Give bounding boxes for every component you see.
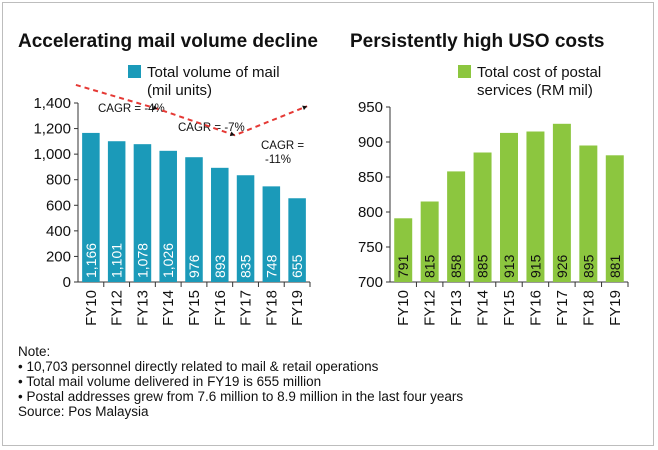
uso-bar (526, 131, 545, 282)
uso-value-label: 858 (448, 254, 464, 278)
mail-bar (159, 150, 177, 282)
mail-xtick-label: FY17 (238, 290, 255, 326)
mail-ytick-label: 1,000 (33, 146, 71, 163)
mail-value-label: 835 (238, 254, 254, 278)
mail-volume-plot: 0 200 400 600 800 1,000 1,200 1,400 FY10 1,166 FY1… (33, 83, 311, 326)
mail-bar (262, 186, 281, 282)
uso-ytick-label: 700 (358, 274, 383, 291)
cagr-label-3: CAGR = (261, 140, 304, 152)
mail-xtick-label: FY13 (134, 290, 151, 326)
uso-bar (500, 132, 518, 282)
uso-xtick-label: FY16 (527, 290, 544, 326)
mail-bar (82, 132, 100, 282)
uso-xtick-label: FY13 (448, 290, 465, 326)
cagr-arrow-2 (229, 131, 235, 137)
uso-xtick-label: FY14 (475, 290, 492, 326)
chart-title-mail-volume: Accelerating mail volume decline (18, 31, 318, 52)
mail-xtick-label: FY12 (109, 290, 126, 326)
mail-xtick-label: FY19 (289, 290, 306, 326)
mail-value-label: 893 (212, 254, 228, 278)
uso-value-label: 881 (607, 254, 623, 278)
notes-source: Source: Pos Malaysia (18, 404, 149, 419)
notes-block: Note: • 10,703 personnel directly relate… (18, 344, 463, 419)
uso-value-label: 791 (395, 254, 411, 278)
uso-bar (473, 152, 492, 282)
uso-ytick-label: 750 (358, 239, 383, 256)
uso-bar (420, 201, 439, 282)
notes-heading: Note: (18, 344, 51, 359)
mail-bar (107, 141, 126, 282)
uso-bar (579, 145, 598, 282)
mail-bar (211, 167, 229, 282)
mail-ytick-label: 0 (63, 274, 71, 291)
uso-ytick-label: 850 (358, 169, 383, 186)
mail-value-label: 748 (263, 254, 279, 278)
mail-ytick-label: 800 (46, 172, 71, 189)
legend-swatch-mail (128, 65, 141, 78)
mail-value-label: 1,166 (83, 243, 99, 278)
uso-value-label: 885 (475, 254, 491, 278)
figure-frame (2, 2, 654, 446)
notes-bullet-3: • Postal addresses grew from 7.6 million… (18, 389, 464, 404)
mail-value-label: 655 (289, 254, 305, 278)
uso-value-label: 915 (527, 254, 543, 278)
mail-bar (133, 144, 152, 282)
uso-xtick-label: FY18 (580, 290, 597, 326)
uso-value-label: 895 (580, 254, 596, 278)
uso-ytick-label: 950 (358, 99, 383, 116)
uso-cost-plot: 700 750 800 850 900 950 FY10 791 FY12 815 FY13 858 F… (358, 99, 629, 326)
legend-label-mail-line1: Total volume of mail (147, 64, 280, 81)
uso-bar (447, 171, 466, 282)
mail-bar (185, 157, 203, 282)
uso-ytick-label: 900 (358, 134, 383, 151)
uso-xtick-label: FY10 (395, 290, 412, 326)
mail-ytick-label: 400 (46, 223, 71, 240)
uso-xtick-label: FY17 (554, 290, 571, 326)
mail-value-label: 1,101 (109, 243, 125, 278)
cagr-label-2: CAGR = -7% (178, 122, 245, 134)
cagr-arrow-3 (302, 105, 308, 111)
uso-bar (552, 123, 571, 282)
mail-xtick-label: FY18 (263, 290, 280, 326)
uso-value-label: 926 (554, 254, 570, 278)
notes-bullet-1: • 10,703 personnel directly related to m… (18, 359, 379, 374)
notes-bullet-2: • Total mail volume delivered in FY19 is… (18, 374, 322, 389)
mail-value-label: 1,078 (134, 243, 150, 278)
uso-xtick-label: FY19 (607, 290, 624, 326)
cagr-label-4: -11% (265, 154, 291, 166)
mail-ytick-label: 200 (46, 248, 71, 265)
mail-xtick-label: FY16 (212, 290, 229, 326)
mail-xtick-label: FY15 (186, 290, 203, 326)
legend-swatch-uso (458, 65, 471, 78)
uso-value-label: 913 (501, 254, 517, 278)
uso-xtick-label: FY12 (422, 290, 439, 326)
cagr-arrow-1 (152, 105, 158, 110)
legend-label-uso-line2: services (RM mil) (477, 82, 593, 99)
legend-label-mail-line2: (mil units) (147, 82, 212, 99)
chart-title-uso-costs: Persistently high USO costs (350, 31, 604, 52)
uso-value-label: 815 (422, 254, 438, 278)
uso-bar (605, 155, 624, 282)
mail-xtick-label: FY10 (83, 290, 100, 326)
uso-ytick-label: 800 (358, 204, 383, 221)
mail-value-label: 976 (186, 254, 202, 278)
mail-xtick-label: FY14 (160, 290, 177, 326)
mail-ytick-label: 1,400 (33, 95, 71, 112)
mail-ytick-label: 1,200 (33, 121, 71, 138)
mail-bar (288, 198, 306, 282)
uso-xtick-label: FY15 (501, 290, 518, 326)
legend-label-uso-line1: Total cost of postal (477, 64, 601, 81)
mail-bar (236, 175, 255, 282)
mail-value-label: 1,026 (160, 243, 176, 278)
uso-bar (394, 218, 413, 282)
mail-ytick-label: 600 (46, 197, 71, 214)
